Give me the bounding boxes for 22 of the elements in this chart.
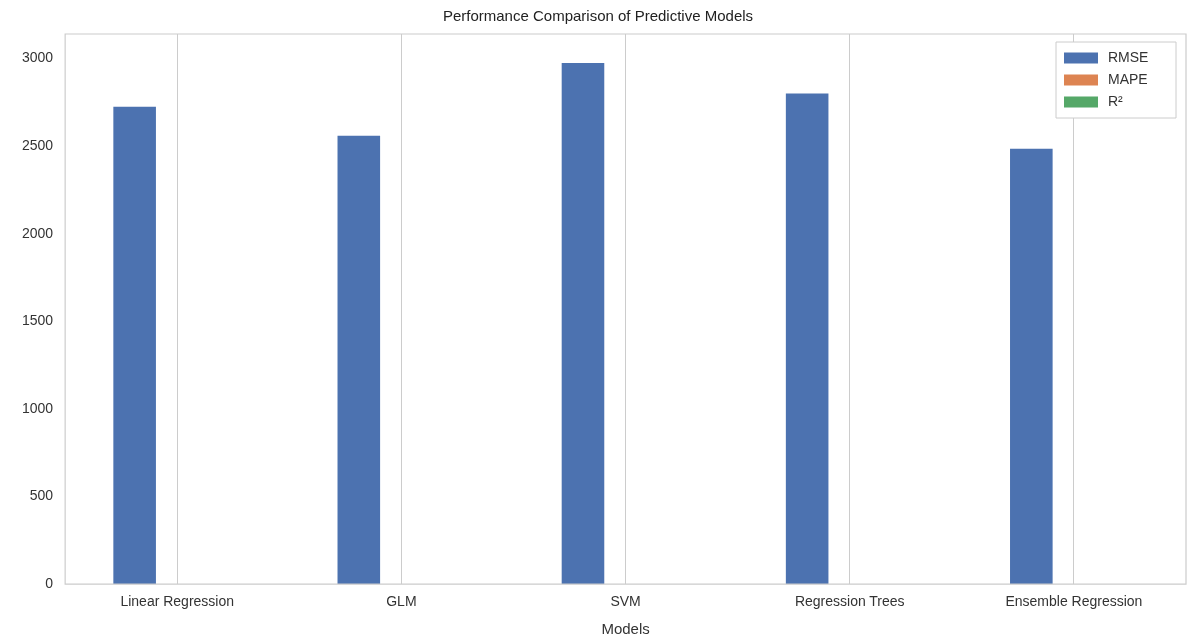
- bar: [113, 106, 156, 585]
- x-tick-label: Regression Trees: [794, 593, 905, 610]
- x-tick-label: GLM: [386, 593, 417, 610]
- bar: [1010, 148, 1053, 585]
- y-tick-label: 2000: [21, 224, 54, 241]
- y-tick-label: 0: [45, 575, 54, 592]
- bar: [561, 62, 605, 585]
- y-tick-label: 2500: [21, 137, 54, 153]
- x-tick-label: SVM: [610, 593, 641, 610]
- x-axis-title: Models: [601, 620, 650, 638]
- x-tick-label: Ensemble Regression: [1005, 593, 1143, 610]
- legend-label: RMSE: [1108, 48, 1149, 65]
- bar: [785, 93, 829, 585]
- y-tick-label: 500: [29, 487, 54, 504]
- y-tick-label: 3000: [21, 49, 54, 66]
- legend-label: R²: [1108, 92, 1124, 109]
- legend-label: MAPE: [1108, 70, 1148, 87]
- chart-title: Performance Comparison of Predictive Models: [442, 7, 754, 25]
- bar: [337, 135, 381, 585]
- y-tick-label: 1500: [21, 312, 54, 329]
- y-tick-label: 1000: [21, 399, 54, 416]
- x-tick-label: Linear Regression: [120, 593, 235, 610]
